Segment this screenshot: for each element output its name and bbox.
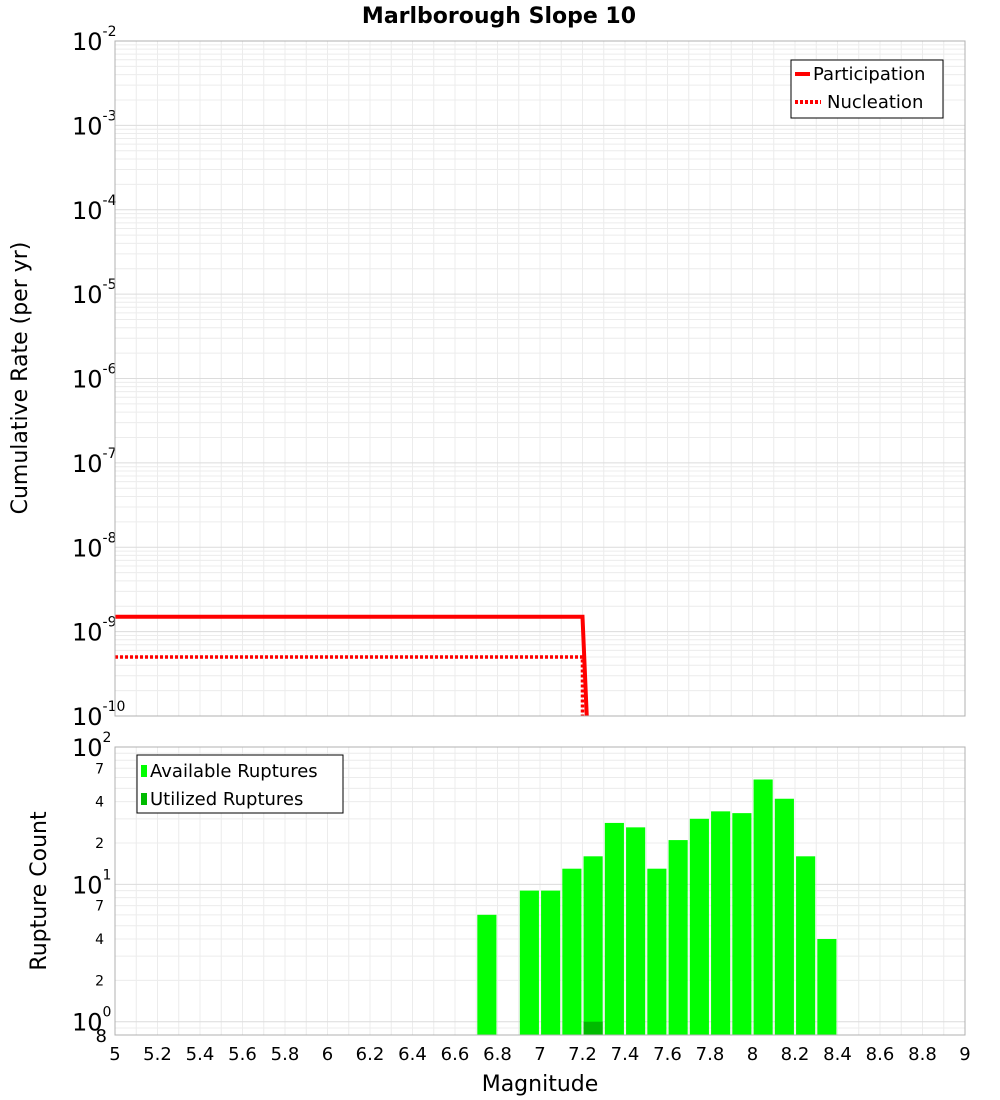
count-y-ticks: 102 101 100 7 4 2 7 4 2 8 (72, 730, 111, 1047)
nucleation-legend-label: Nucleation (827, 92, 923, 113)
rate-series (115, 614, 589, 717)
x-tick-label: 5.2 (143, 1044, 172, 1065)
count-y-minor-tick-label: 4 (95, 932, 104, 948)
rate-legend-box (790, 59, 944, 119)
count-y-tick-label: 100 (72, 1005, 111, 1037)
x-tick-label: 5.8 (271, 1044, 300, 1065)
count-y-min-label: 8 (96, 1026, 107, 1047)
available-rupture-bar (689, 818, 709, 1035)
rate-y-tick-label: 10-3 (72, 108, 117, 140)
x-axis-label: Magnitude (482, 1072, 599, 1097)
rate-y-tick-label: 10-7 (72, 446, 117, 478)
rate-plot: Marlborough Slope 10 10-210-310-410-510-… (8, 4, 966, 731)
available-rupture-bar (541, 890, 561, 1035)
available-rupture-bar (732, 813, 752, 1035)
x-tick-label: 5.6 (228, 1044, 257, 1065)
rate-plot-border (114, 40, 966, 717)
count-y-minor-tick-label: 4 (95, 795, 104, 811)
available-rupture-bar (626, 827, 646, 1035)
available-rupture-bar (477, 914, 497, 1035)
count-y-tick-label: 102 (72, 730, 111, 762)
count-y-axis-label: Rupture Count (27, 811, 52, 971)
x-tick-label: 9 (959, 1044, 970, 1065)
x-tick-label: 6 (322, 1044, 333, 1065)
x-tick-label: 7 (534, 1044, 545, 1065)
available-rupture-bar (583, 856, 603, 1035)
x-tick-label: 7.2 (568, 1044, 597, 1065)
x-tick-label: 8 (747, 1044, 758, 1065)
x-tick-label: 8.4 (823, 1044, 852, 1065)
utilized-rupture-bar (583, 1021, 603, 1035)
count-y-tick-label: 101 (72, 867, 111, 899)
x-tick-label: 5.4 (186, 1044, 215, 1065)
available-rupture-bar (817, 939, 837, 1035)
x-tick-label: 8.8 (908, 1044, 937, 1065)
rate-y-tick-label: 10-5 (72, 277, 117, 309)
x-tick-label: 8.6 (866, 1044, 895, 1065)
rate-y-tick-label: 10-9 (72, 615, 117, 647)
count-plot-border (114, 746, 966, 1036)
x-tick-label: 8.2 (781, 1044, 810, 1065)
count-y-minor-tick-label: 7 (95, 899, 104, 915)
count-y-minor-tick-label: 7 (95, 761, 104, 777)
available-rupture-bar (668, 840, 688, 1035)
x-tick-label: 7.4 (611, 1044, 640, 1065)
count-plot: 102 101 100 7 4 2 7 4 2 8 5 5.2 5.4 5.6 5.8 6 6.2 6.4 6.6… (27, 730, 971, 1097)
rate-y-tick-label: 10-6 (72, 362, 117, 394)
nucleation-line (115, 655, 585, 716)
x-tick-label: 6.8 (483, 1044, 512, 1065)
count-legend: Available Ruptures Utilized Ruptures (136, 754, 344, 814)
utilized-legend-swatch (141, 793, 147, 805)
rate-plot-grid (114, 41, 966, 717)
available-rupture-bar (604, 822, 624, 1035)
available-legend-swatch (141, 765, 147, 777)
rate-y-tick-label: 10-8 (72, 530, 117, 562)
available-rupture-bar (711, 811, 731, 1035)
available-rupture-bar (774, 798, 794, 1035)
participation-line (115, 614, 589, 717)
x-ticks: 5 5.2 5.4 5.6 5.8 6 6.2 6.4 6.6 6.8 7 7.2 7.4 7.6 7.8 8… (109, 1044, 970, 1065)
x-tick-label: 7.8 (696, 1044, 725, 1065)
rate-y-tick-label: 10-2 (72, 24, 117, 56)
count-bars (477, 779, 837, 1035)
x-tick-label: 6.6 (441, 1044, 470, 1065)
rate-legend: Participation Nucleation (790, 59, 944, 119)
x-tick-label: 6.4 (398, 1044, 427, 1065)
available-rupture-bar (753, 779, 773, 1035)
x-tick-label: 6.2 (356, 1044, 385, 1065)
rate-y-axis-label: Cumulative Rate (per yr) (8, 242, 33, 515)
utilized-legend-label: Utilized Ruptures (150, 789, 303, 810)
x-tick-label: 7.6 (653, 1044, 682, 1065)
available-rupture-bar (519, 890, 539, 1035)
rate-y-tick-label: 10-10 (72, 699, 125, 731)
x-tick-label: 5 (109, 1044, 120, 1065)
available-rupture-bar (647, 868, 667, 1035)
available-rupture-bar (562, 868, 582, 1035)
rate-y-ticks: 10-2 10-3 10-4 10-5 10-6 10-7 10-8 10-9 10-10 (72, 24, 125, 731)
participation-legend-label: Participation (813, 64, 925, 85)
available-legend-label: Available Ruptures (150, 761, 318, 782)
count-y-minor-tick-label: 2 (95, 836, 104, 852)
available-rupture-bar (796, 856, 816, 1035)
rate-y-tick-label: 10-4 (72, 193, 117, 225)
chart-title: Marlborough Slope 10 (362, 4, 636, 29)
count-legend-box (136, 754, 344, 814)
count-y-minor-tick-label: 2 (95, 973, 104, 989)
